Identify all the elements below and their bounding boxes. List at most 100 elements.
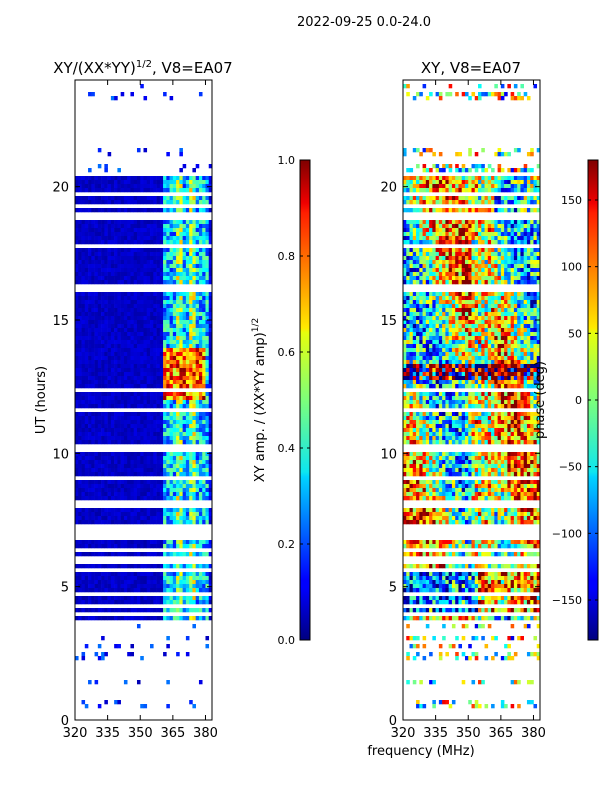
heatmap-cell [136,540,141,545]
heatmap-cell [114,376,118,381]
heatmap-cell [471,300,476,305]
heatmap-cell [153,428,157,433]
heatmap-cell [91,540,95,545]
heatmap-cell [497,200,502,205]
heatmap-cell [81,344,86,349]
heatmap-cell [208,232,212,237]
heatmap-cell [172,376,177,381]
heatmap-cell [104,516,108,521]
heatmap-cell [474,96,479,101]
heatmap-cell [143,480,148,485]
heatmap-cell [97,336,102,341]
heatmap-cell [504,260,508,265]
heatmap-cell [451,180,456,185]
heatmap-cell [140,188,144,193]
heatmap-cell [172,596,177,601]
heatmap-cell [189,424,193,429]
heatmap-cell [133,332,138,337]
heatmap-cell [406,208,410,213]
heatmap-cell [520,276,524,281]
heatmap-cell [130,412,135,417]
heatmap-cell [478,252,482,257]
heatmap-cell [406,280,410,285]
heatmap-cell [163,652,167,657]
heatmap-cell [192,544,196,549]
heatmap-cell [130,436,135,441]
heatmap-cell [192,292,196,297]
heatmap-cell [127,316,131,321]
heatmap-cell [88,368,92,373]
heatmap-cell [478,224,482,229]
heatmap-cell [182,576,187,581]
heatmap-cell [120,92,125,97]
heatmap-cell [517,264,521,269]
heatmap-cell [520,96,524,101]
heatmap-cell [513,184,518,189]
heatmap-cell [104,412,108,417]
heatmap-cell [166,268,170,273]
heatmap-cell [140,300,144,305]
heatmap-cell [504,300,508,305]
heatmap-cell [78,332,82,337]
heatmap-cell [130,312,135,317]
heatmap-cell [195,404,200,409]
heatmap-cell [143,424,148,429]
heatmap-cell [130,248,135,253]
heatmap-cell [530,280,534,285]
heatmap-cell [198,92,203,97]
heatmap-cell [481,184,485,189]
heatmap-cell [163,280,167,285]
heatmap-cell [198,496,203,501]
heatmap-cell [403,188,407,193]
heatmap-cell [195,344,200,349]
heatmap-cell [101,400,105,405]
heatmap-cell [146,492,151,497]
heatmap-cell [84,372,89,377]
heatmap-cell [78,360,82,365]
heatmap-cell [205,436,210,441]
heatmap-cell [91,376,95,381]
heatmap-cell [110,572,115,577]
heatmap-cell [458,264,463,269]
heatmap-cell [445,240,449,245]
heatmap-cell [159,320,164,325]
heatmap-cell [445,184,449,189]
heatmap-cell [101,232,105,237]
heatmap-cell [104,432,108,437]
heatmap-cell [114,512,118,517]
heatmap-cell [208,320,212,325]
heatmap-cell [94,680,99,685]
heatmap-cell [81,316,86,321]
heatmap-cell [202,236,206,241]
heatmap-cell [97,704,102,709]
heatmap-cell [133,348,138,353]
heatmap-cell [176,616,180,621]
heatmap-cell [409,208,414,213]
heatmap-cell [500,280,505,285]
heatmap-cell [429,256,433,261]
heatmap-cell [107,472,112,477]
heatmap-cell [526,268,531,273]
heatmap-cell [159,276,164,281]
heatmap-cell [120,396,125,401]
heatmap-cell [163,344,167,349]
heatmap-cell [130,508,135,513]
heatmap-cell [192,608,196,613]
heatmap-cell [163,300,167,305]
heatmap-cell [140,348,144,353]
heatmap-cell [84,312,89,317]
heatmap-cell [403,152,407,157]
heatmap-cell [195,608,200,613]
heatmap-cell [451,292,456,297]
heatmap-cell [123,308,128,313]
heatmap-cell [130,572,135,577]
heatmap-cell [110,364,115,369]
heatmap-cell [416,164,420,169]
heatmap-cell [205,440,210,445]
heatmap-cell [497,256,502,261]
heatmap-cell [523,252,528,257]
heatmap-cell [192,280,196,285]
heatmap-cell [163,324,167,329]
heatmap-cell [130,228,135,233]
heatmap-cell [491,264,495,269]
